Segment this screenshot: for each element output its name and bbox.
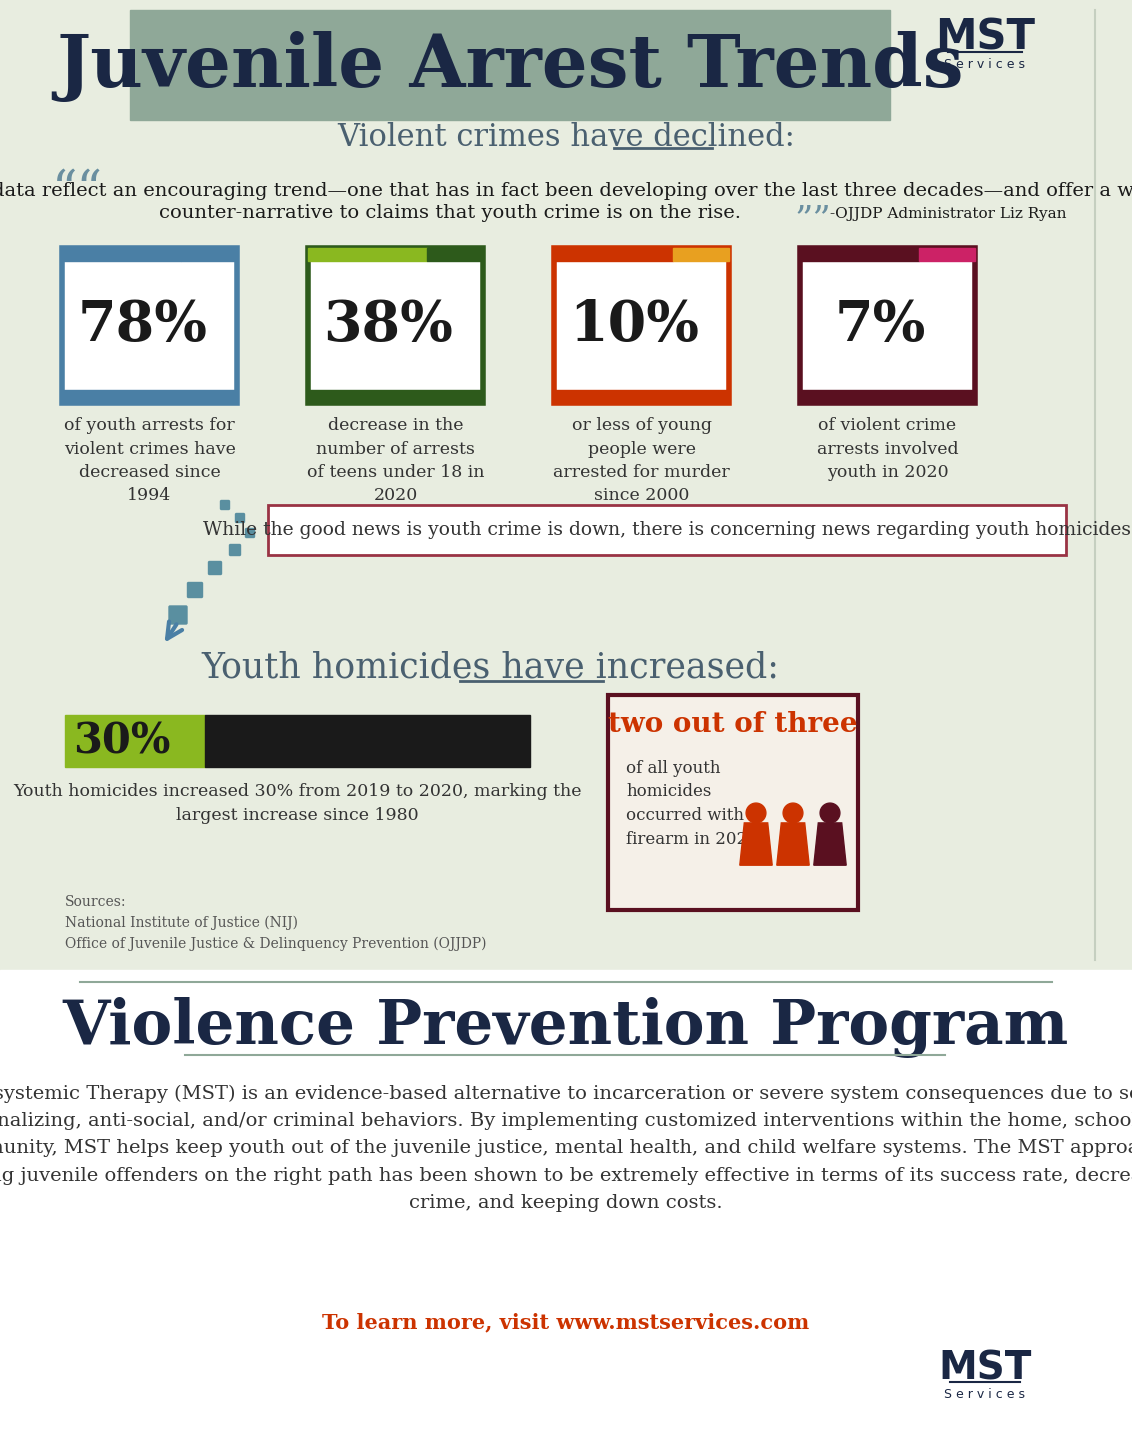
Text: of violent crime
arrests involved
youth in 2020: of violent crime arrests involved youth … xyxy=(816,416,959,481)
Bar xyxy=(181,248,237,261)
Text: decrease in the
number of arrests
of teens under 18 in
2020: decrease in the number of arrests of tee… xyxy=(307,416,484,504)
Bar xyxy=(308,248,427,261)
Bar xyxy=(427,248,483,261)
Circle shape xyxy=(783,803,803,823)
Bar xyxy=(800,391,975,403)
Circle shape xyxy=(746,803,766,823)
Text: ““: ““ xyxy=(52,169,103,218)
Bar xyxy=(0,0,1132,970)
Polygon shape xyxy=(814,823,847,865)
Text: 7%: 7% xyxy=(834,298,926,353)
Bar xyxy=(268,504,1066,555)
FancyBboxPatch shape xyxy=(169,607,187,624)
Bar xyxy=(308,248,483,403)
Bar xyxy=(62,248,237,403)
Text: To learn more, visit www.mstservices.com: To learn more, visit www.mstservices.com xyxy=(323,1311,809,1331)
Bar xyxy=(130,10,890,120)
Bar xyxy=(800,248,975,403)
Bar xyxy=(62,248,237,403)
Text: Multisystemic Therapy (MST) is an evidence-based alternative to incarceration or: Multisystemic Therapy (MST) is an eviden… xyxy=(0,1085,1132,1212)
Text: Violent crimes have declined:: Violent crimes have declined: xyxy=(337,121,795,153)
Text: While the good news is youth crime is down, there is concerning news regarding y: While the good news is youth crime is do… xyxy=(203,522,1131,539)
Text: of youth arrests for
violent crimes have
decreased since
1994: of youth arrests for violent crimes have… xyxy=(63,416,235,504)
Bar xyxy=(800,248,975,403)
Text: S e r v i c e s: S e r v i c e s xyxy=(944,1388,1026,1401)
Bar xyxy=(62,391,237,403)
Text: S e r v i c e s: S e r v i c e s xyxy=(944,58,1026,71)
Bar xyxy=(554,391,729,403)
Text: of all youth
homicides
occurred with a
firearm in 2020: of all youth homicides occurred with a f… xyxy=(626,759,760,847)
Text: 78%: 78% xyxy=(77,298,207,353)
Bar xyxy=(205,715,530,767)
Bar xyxy=(554,248,729,403)
FancyBboxPatch shape xyxy=(221,500,230,510)
Text: These data reflect an encouraging trend—one that has in fact been developing ove: These data reflect an encouraging trend—… xyxy=(0,182,1132,200)
Bar xyxy=(608,695,858,911)
Text: or less of young
people were
arrested for murder
since 2000: or less of young people were arrested fo… xyxy=(554,416,730,504)
Bar xyxy=(62,248,181,261)
Text: ””: ”” xyxy=(794,203,831,236)
Bar xyxy=(919,248,975,261)
Text: 38%: 38% xyxy=(324,298,454,353)
FancyBboxPatch shape xyxy=(246,529,255,537)
Text: MST: MST xyxy=(938,1349,1031,1388)
Text: 10%: 10% xyxy=(569,298,700,353)
Bar xyxy=(674,248,729,261)
Circle shape xyxy=(820,803,840,823)
Text: Youth homicides increased 30% from 2019 to 2020, marking the
largest increase si: Youth homicides increased 30% from 2019 … xyxy=(14,782,582,823)
Polygon shape xyxy=(740,823,772,865)
Bar xyxy=(308,391,483,403)
Text: Violence Prevention Program: Violence Prevention Program xyxy=(63,997,1069,1059)
FancyBboxPatch shape xyxy=(235,513,245,523)
FancyBboxPatch shape xyxy=(230,545,240,555)
FancyBboxPatch shape xyxy=(188,582,203,598)
Bar xyxy=(554,248,729,403)
Text: Sources:
National Institute of Justice (NIJ)
Office of Juvenile Justice & Delinq: Sources: National Institute of Justice (… xyxy=(65,895,487,951)
Text: Juvenile Arrest Trends: Juvenile Arrest Trends xyxy=(57,32,963,102)
Bar xyxy=(608,695,858,911)
Bar xyxy=(268,504,1066,555)
Text: Youth homicides have increased:: Youth homicides have increased: xyxy=(201,651,779,684)
Text: two out of three: two out of three xyxy=(608,712,858,738)
Bar xyxy=(0,970,1132,1441)
Text: 30%: 30% xyxy=(72,720,171,762)
Text: MST: MST xyxy=(935,17,1035,59)
Bar xyxy=(800,248,919,261)
Bar xyxy=(554,248,674,261)
Bar xyxy=(65,715,205,767)
FancyBboxPatch shape xyxy=(208,562,222,575)
Polygon shape xyxy=(777,823,809,865)
Text: -OJJDP Administrator Liz Ryan: -OJJDP Administrator Liz Ryan xyxy=(830,208,1066,220)
Bar xyxy=(308,248,483,403)
Text: counter-narrative to claims that youth crime is on the rise.: counter-narrative to claims that youth c… xyxy=(158,205,741,222)
